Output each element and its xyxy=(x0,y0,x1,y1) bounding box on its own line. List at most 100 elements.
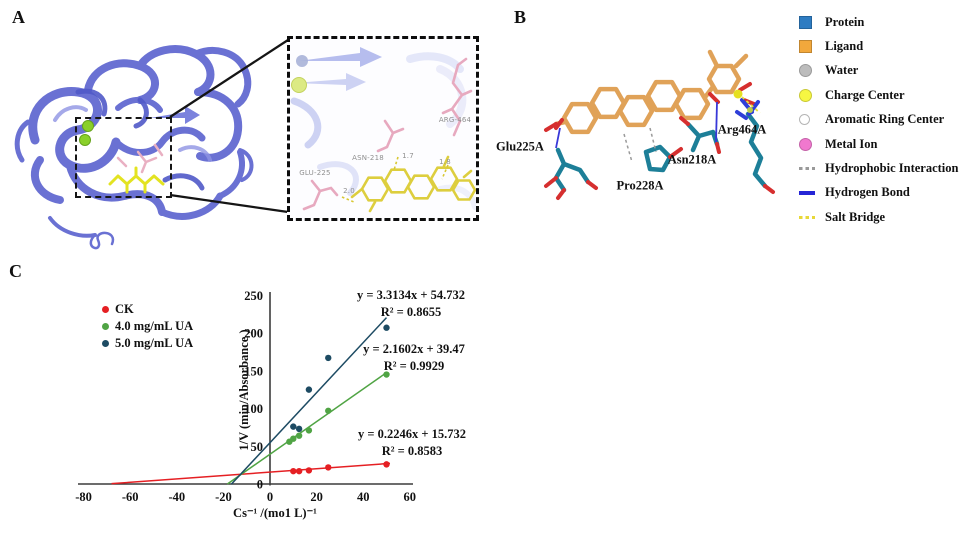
legend-label: Hydrogen Bond xyxy=(825,185,910,200)
inset-residue-label-glu: GLU-225 xyxy=(299,169,331,177)
selection-box xyxy=(75,117,172,198)
inset-art xyxy=(290,47,476,213)
salt-bridge-line xyxy=(741,96,761,114)
ligand-icon xyxy=(799,40,816,54)
r-squared-text: R² = 0.8655 xyxy=(380,305,442,319)
interaction-diagram-art xyxy=(544,49,775,200)
inset-zoom-box: GLU-225 ASN-218 ARG-464 2.0 1.7 1.8 xyxy=(287,36,479,221)
data-point-ck xyxy=(383,461,390,468)
svg-text:50: 50 xyxy=(251,440,264,454)
inset-distance-label-glu: 2.0 xyxy=(343,187,355,195)
charge-center-icon xyxy=(799,88,816,102)
data-point-4-0-mg-ml-ua xyxy=(290,435,297,442)
legend-label: Metal Ion xyxy=(825,136,878,151)
legend-label: Hydrophobic Interaction xyxy=(825,161,959,176)
svg-text:20: 20 xyxy=(310,490,323,504)
series-dot-icon xyxy=(102,306,109,313)
charge-center-dot xyxy=(733,89,743,99)
legend-item-hydrophobic-interaction: Hydrophobic Interaction xyxy=(799,156,958,180)
inset-residue-label-asn: ASN-218 xyxy=(352,154,384,162)
aromatic-ring-center-icon xyxy=(799,114,816,126)
inset-sphere-gray xyxy=(296,55,308,67)
svg-text:1/V (min/Absorbance ): 1/V (min/Absorbance ) xyxy=(237,329,251,450)
inset-hbond-dashes xyxy=(341,156,449,203)
interaction-lines xyxy=(555,96,761,163)
data-point-ck xyxy=(295,467,303,475)
series-label: CK xyxy=(115,302,134,316)
chart-legend-item-4-0-mg-ml-ua: 4.0 mg/mL UA xyxy=(102,318,193,335)
panel-b-legend: Protein Ligand Water Charge Center Aromatic … xyxy=(799,10,958,230)
r-squared-text: R² = 0.8583 xyxy=(381,444,443,458)
equation-block-ck: y = 0.2246x + 15.732 R² = 0.8583 xyxy=(327,426,497,460)
svg-text:-40: -40 xyxy=(168,490,185,504)
svg-text:Cs⁻¹ /(mo1 L)⁻¹: Cs⁻¹ /(mo1 L)⁻¹ xyxy=(233,506,317,520)
legend-item-hydrogen-bond: Hydrogen Bond xyxy=(799,181,958,205)
panel-b-label: B xyxy=(514,7,527,27)
metal-sphere xyxy=(82,120,94,132)
legend-label: Aromatic Ring Center xyxy=(825,112,945,127)
inset-ligand-yellow xyxy=(350,155,476,213)
legend-label: Ligand xyxy=(825,39,864,54)
legend-item-ligand: Ligand xyxy=(799,34,958,58)
panel-c-label: C xyxy=(9,261,22,281)
inset-residue-label-arg: ARG-464 xyxy=(438,116,472,124)
svg-text:250: 250 xyxy=(244,289,263,303)
svg-text:-20: -20 xyxy=(215,490,232,504)
ligand-sticks-yellow xyxy=(108,166,165,194)
equation-block-4mg: y = 2.1602x + 39.47 R² = 0.9929 xyxy=(329,341,499,375)
water-icon xyxy=(799,64,816,78)
chart-legend-item-5-0-mg-ml-ua: 5.0 mg/mL UA xyxy=(102,335,193,352)
data-point-ck xyxy=(305,467,313,474)
inset-residues-pink xyxy=(302,57,473,211)
residue-label-asn218a: Asn218A xyxy=(667,152,717,167)
inset-beta-arrow xyxy=(298,47,382,67)
svg-text:60: 60 xyxy=(404,490,417,504)
data-point-4-0-mg-ml-ua xyxy=(325,407,332,414)
svg-text:150: 150 xyxy=(244,364,263,378)
legend-item-charge-center: Charge Center xyxy=(799,83,958,107)
legend-label: Charge Center xyxy=(825,87,905,102)
inset-beta-arrow xyxy=(294,73,366,91)
hydrophobic-line xyxy=(649,127,657,153)
hydrogen-bond-line xyxy=(715,101,718,143)
salt-bridge-icon xyxy=(799,215,816,220)
inset-sphere-green xyxy=(291,77,307,93)
hydrogen-bond-line xyxy=(555,127,561,149)
metal-sphere xyxy=(79,134,91,146)
panel-a-label: A xyxy=(12,7,25,27)
series-dot-icon xyxy=(102,340,109,347)
svg-text:0: 0 xyxy=(257,478,263,492)
hydrophobic-interaction-icon xyxy=(799,166,816,171)
svg-text:40: 40 xyxy=(357,490,370,504)
legend-item-salt-bridge: Salt Bridge xyxy=(799,205,958,229)
equation-block-5mg: y = 3.3134x + 54.732 R² = 0.8655 xyxy=(326,287,496,321)
hydrophobic-line xyxy=(623,133,633,163)
legend-label: Water xyxy=(825,63,859,78)
legend-label: Salt Bridge xyxy=(825,209,886,224)
inset-distance-label-arg: 1.8 xyxy=(439,158,451,166)
legend-item-protein: Protein xyxy=(799,10,958,34)
svg-text:200: 200 xyxy=(244,327,263,341)
data-point-5-0-mg-ml-ua xyxy=(290,423,297,430)
data-point-5-0-mg-ml-ua xyxy=(325,354,332,362)
series-dot-icon xyxy=(102,323,109,330)
residue-sticks-pink xyxy=(116,143,164,174)
chart-legend-item-ck: CK xyxy=(102,301,193,318)
data-point-4-0-mg-ml-ua xyxy=(383,371,390,378)
series-label: 4.0 mg/mL UA xyxy=(115,319,194,333)
svg-text:0: 0 xyxy=(267,490,273,504)
fit-line-5-0-mg-ml-ua xyxy=(230,317,388,485)
protein-icon xyxy=(799,15,816,29)
data-point-5-0-mg-ml-ua xyxy=(305,386,313,393)
equation-text: y = 3.3134x + 54.732 xyxy=(357,288,465,302)
svg-text:100: 100 xyxy=(244,402,263,416)
series-label: 5.0 mg/mL UA xyxy=(115,336,194,350)
svg-text:-60: -60 xyxy=(122,490,139,504)
residue-oxygens xyxy=(544,116,775,200)
equation-text: y = 0.2246x + 15.732 xyxy=(358,427,466,441)
ligand-rings-orange xyxy=(553,49,749,135)
chart-legend: CK 4.0 mg/mL UA 5.0 mg/mL UA xyxy=(102,301,193,352)
equation-text: y = 2.1602x + 39.47 xyxy=(363,342,465,356)
data-point-4-0-mg-ml-ua xyxy=(305,427,313,434)
legend-item-water: Water xyxy=(799,59,958,83)
